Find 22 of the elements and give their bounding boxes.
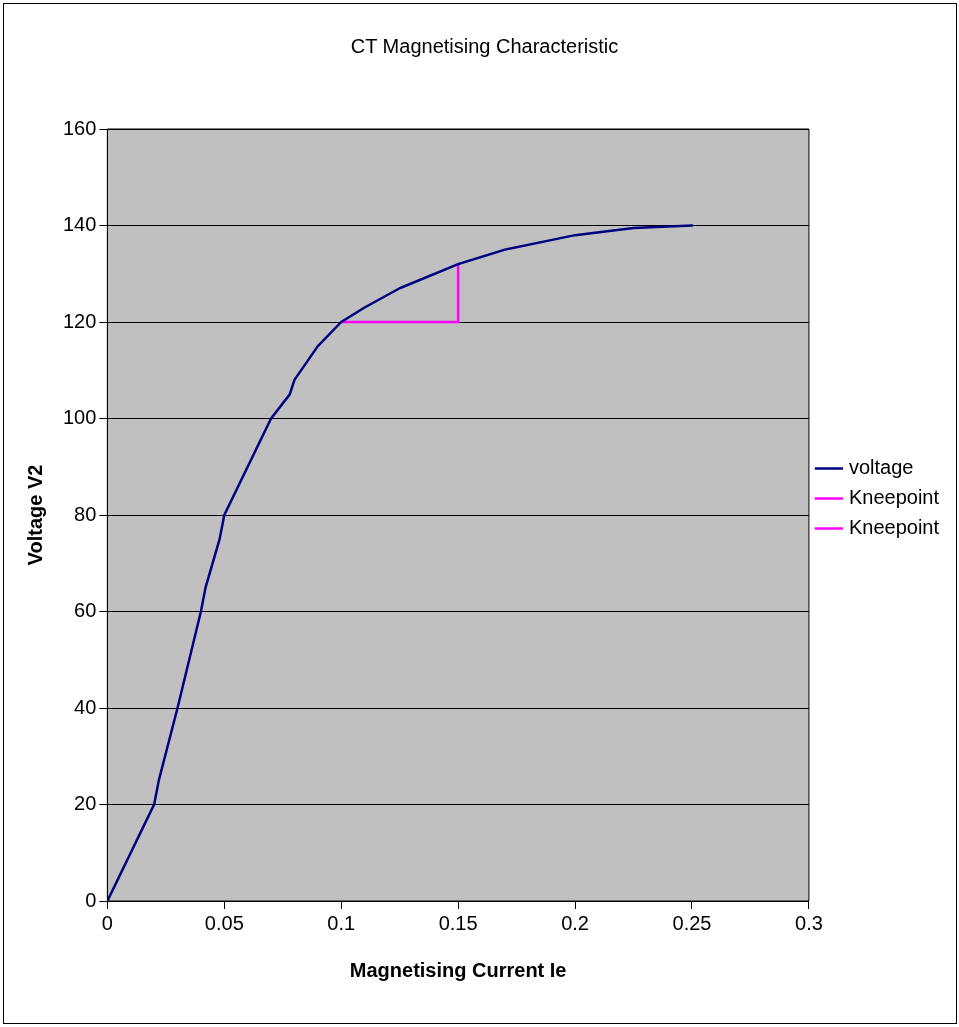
x-tick-label: 0.25 [672, 911, 712, 934]
y-tick-label: 80 [74, 502, 97, 525]
x-tick-label: 0.15 [438, 911, 478, 934]
y-tick-label: 0 [85, 888, 97, 911]
x-tick-label: 0.1 [327, 911, 356, 934]
x-tick-label: 0.2 [561, 911, 589, 934]
x-tick-label: 0.05 [204, 911, 244, 934]
y-tick-label: 20 [74, 792, 97, 815]
y-tick-label: 140 [62, 213, 97, 236]
y-tick-label: 120 [62, 309, 97, 332]
x-tick-label: 0 [101, 911, 113, 934]
x-tick-label: 0.3 [795, 911, 823, 934]
legend-label: Kneepoint [848, 516, 940, 539]
y-tick-label: 160 [62, 116, 97, 139]
legend-label: voltage [848, 456, 914, 479]
x-axis-title: Magnetising Current Ie [349, 958, 567, 981]
y-tick-label: 60 [74, 599, 97, 622]
chart-title: CT Magnetising Characteristic [350, 34, 619, 57]
y-axis-title: Voltage V2 [23, 464, 46, 566]
legend-label: Kneepoint [848, 486, 940, 509]
y-tick-label: 100 [62, 406, 97, 429]
y-tick-label: 40 [74, 695, 97, 718]
